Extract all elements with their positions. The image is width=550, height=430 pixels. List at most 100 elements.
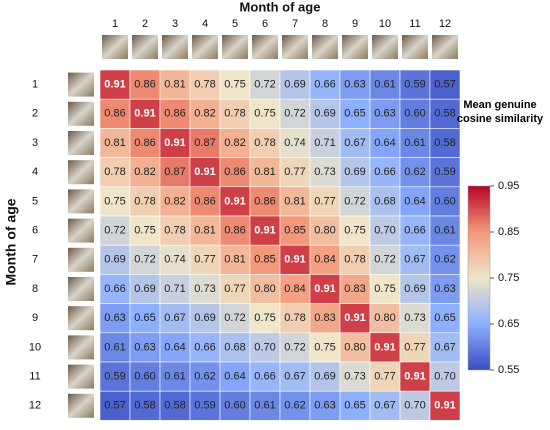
cell-label: 0.60 [134,371,155,383]
cell-label: 0.91 [344,312,365,324]
cell-label: 0.63 [344,79,365,91]
cell-label: 0.77 [194,254,215,266]
y-axis-title: Month of age [3,198,19,285]
cell [399,186,431,217]
cell-label: 0.60 [404,108,425,120]
cell [249,390,281,421]
cell [159,215,191,246]
cell-label: 0.75 [224,79,245,91]
cell [189,390,221,421]
x-tick-label: 4 [202,18,208,30]
cell-label: 0.66 [314,79,335,91]
cell [369,69,401,100]
cell [279,98,311,129]
cell-label: 0.91 [314,283,335,295]
cell-label: 0.91 [434,400,455,412]
cell-label: 0.69 [104,254,125,266]
cell [219,332,251,363]
cell-label: 0.91 [194,166,215,178]
cell-label: 0.85 [284,225,305,237]
cell-label: 0.61 [254,400,275,412]
cell-label: 0.61 [164,371,185,383]
cell [309,361,341,392]
cell [279,361,311,392]
y-tick-label: 11 [29,371,40,383]
cell [369,157,401,188]
cell-label: 0.62 [194,371,215,383]
y-tick-label: 12 [29,400,41,412]
y-tick-label: 6 [32,225,38,237]
cell-label: 0.65 [434,312,455,324]
cell-label: 0.58 [434,108,455,120]
cell [99,157,131,188]
cell [369,361,401,392]
cell-label: 0.66 [404,225,425,237]
cell [189,244,221,275]
cell-label: 0.69 [404,283,425,295]
cell [339,128,371,158]
cell [189,186,221,217]
cell [159,157,191,188]
cell [249,98,281,129]
row-photo [68,247,94,272]
cell-label: 0.59 [404,79,425,91]
cell-label: 0.82 [164,195,185,207]
cell [249,157,281,188]
x-tick-label: 5 [232,18,238,30]
cell-label: 0.84 [314,254,335,266]
cell [249,186,281,217]
row-photo [68,306,94,331]
cell-label: 0.75 [254,312,275,324]
cell-label: 0.77 [314,195,335,207]
x-tick-label: 11 [409,18,420,30]
cell-label: 0.69 [134,283,155,295]
cell-label: 0.67 [434,341,455,353]
y-tick-label: 1 [32,79,38,91]
cell [189,361,221,392]
cell-label: 0.63 [374,108,395,120]
cell-label: 0.63 [134,341,155,353]
cell-label: 0.69 [314,108,335,120]
cell-label: 0.63 [314,400,335,412]
cell-label: 0.72 [224,312,245,324]
cell-label: 0.77 [224,283,245,295]
row-photo [68,364,94,389]
cell-label: 0.69 [284,79,305,91]
cell-label: 0.86 [194,195,215,207]
cell [399,303,431,334]
x-tick-label: 7 [292,18,298,30]
y-tick-label: 7 [32,254,38,266]
cell-label: 0.78 [164,225,185,237]
cell [219,390,251,421]
column-photo [132,35,158,59]
cell-label: 0.59 [104,371,125,383]
cell-label: 0.83 [344,283,365,295]
cell [279,390,311,421]
cell [429,215,461,246]
column-photo [342,35,368,59]
column-photo [102,35,128,59]
cell-label: 0.66 [374,166,395,178]
cell-label: 0.78 [284,312,305,324]
cell [219,186,251,217]
cell [429,332,461,363]
cell [99,69,131,100]
cell-label: 0.86 [104,108,125,120]
cell [99,244,131,275]
cell-label: 0.91 [104,79,125,91]
cell-label: 0.71 [314,137,335,149]
cell-label: 0.72 [344,195,365,207]
cell [159,186,191,217]
cell-label: 0.58 [164,400,185,412]
cell-label: 0.86 [224,225,245,237]
cell-label: 0.62 [284,400,305,412]
cell-label: 0.66 [254,371,275,383]
cell-label: 0.86 [134,79,155,91]
cell-label: 0.67 [404,254,425,266]
cell [339,215,371,246]
cell-label: 0.67 [284,371,305,383]
cell-label: 0.82 [134,166,155,178]
x-tick-label: 9 [352,18,358,30]
cell-label: 0.59 [194,400,215,412]
x-tick-label: 3 [172,18,178,30]
